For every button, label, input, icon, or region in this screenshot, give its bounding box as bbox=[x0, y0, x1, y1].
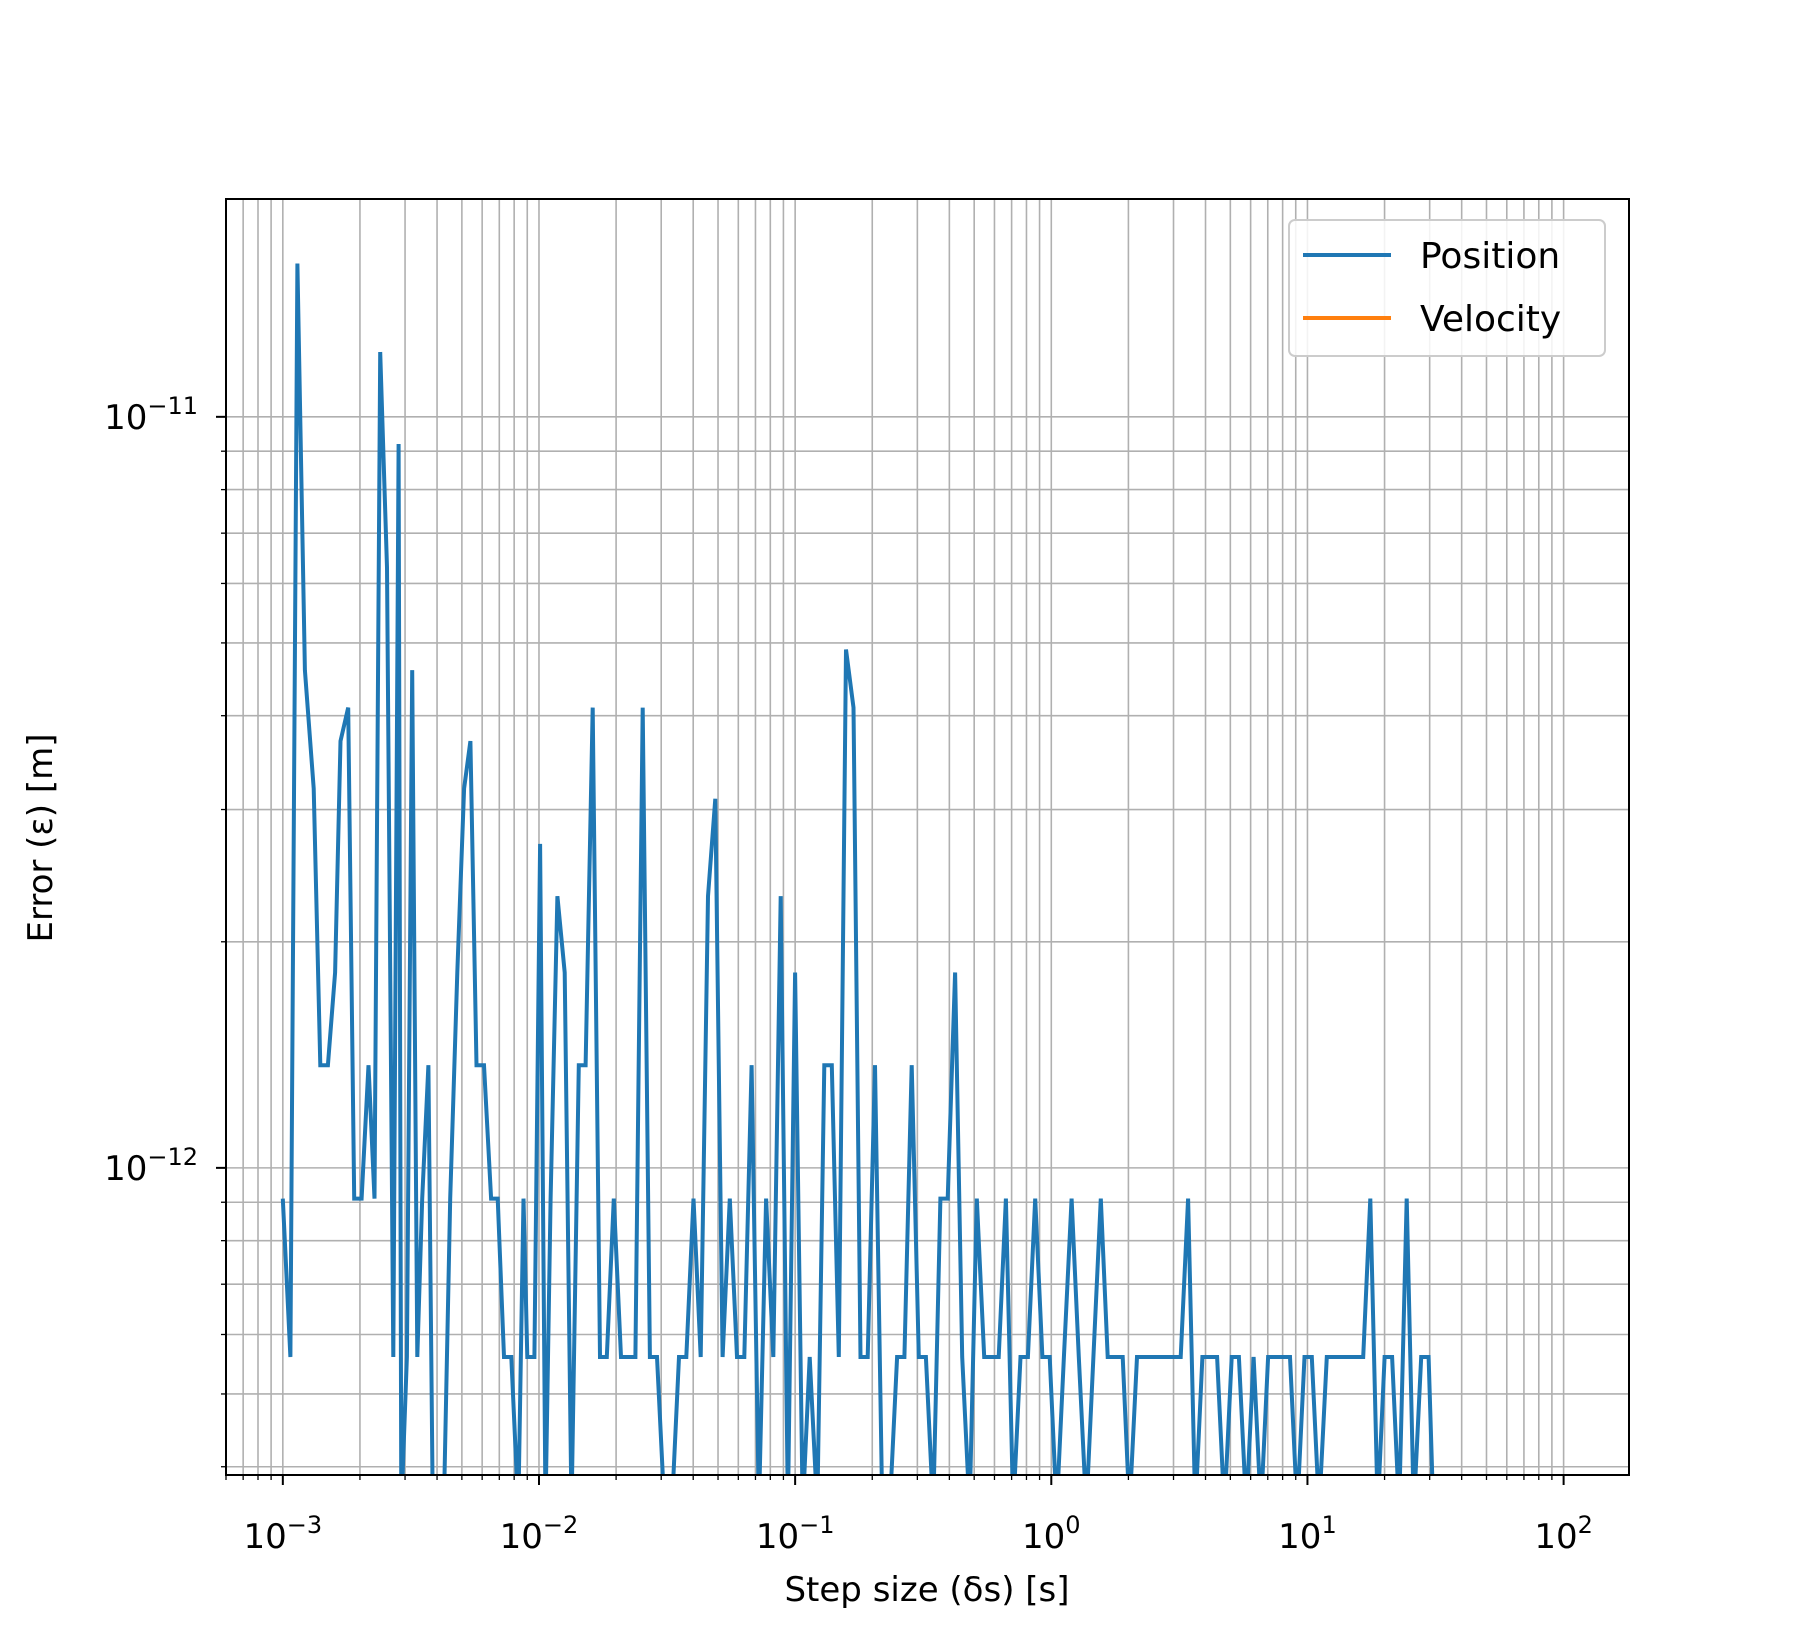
x-tick-label: 102 bbox=[1534, 1511, 1593, 1557]
y-axis-label: Error (ε) [m] bbox=[21, 733, 61, 942]
grid bbox=[225, 199, 1629, 1475]
legend-label-position: Position bbox=[1420, 236, 1560, 277]
x-tick-label: 10−1 bbox=[756, 1511, 835, 1557]
ticks bbox=[216, 415, 1565, 1485]
y-tick-label: 10−11 bbox=[104, 392, 198, 438]
x-tick-label: 10−3 bbox=[243, 1511, 322, 1557]
legend-label-velocity: Velocity bbox=[1420, 299, 1561, 340]
axes-frame bbox=[225, 198, 1630, 1476]
legend: Position Velocity bbox=[1288, 219, 1606, 357]
x-axis-label: Step size (δs) [s] bbox=[784, 1570, 1069, 1610]
series-line-position bbox=[280, 263, 1435, 1475]
x-tick-label: 101 bbox=[1278, 1511, 1337, 1557]
series-layer bbox=[280, 263, 1435, 1475]
tick-labels: 10−3 10−2 10−1 100 101 102 10−12 10−11 bbox=[104, 392, 1593, 1557]
x-tick-label: 100 bbox=[1022, 1511, 1081, 1557]
y-tick-label: 10−12 bbox=[104, 1143, 198, 1189]
x-tick-label: 10−2 bbox=[500, 1511, 579, 1557]
